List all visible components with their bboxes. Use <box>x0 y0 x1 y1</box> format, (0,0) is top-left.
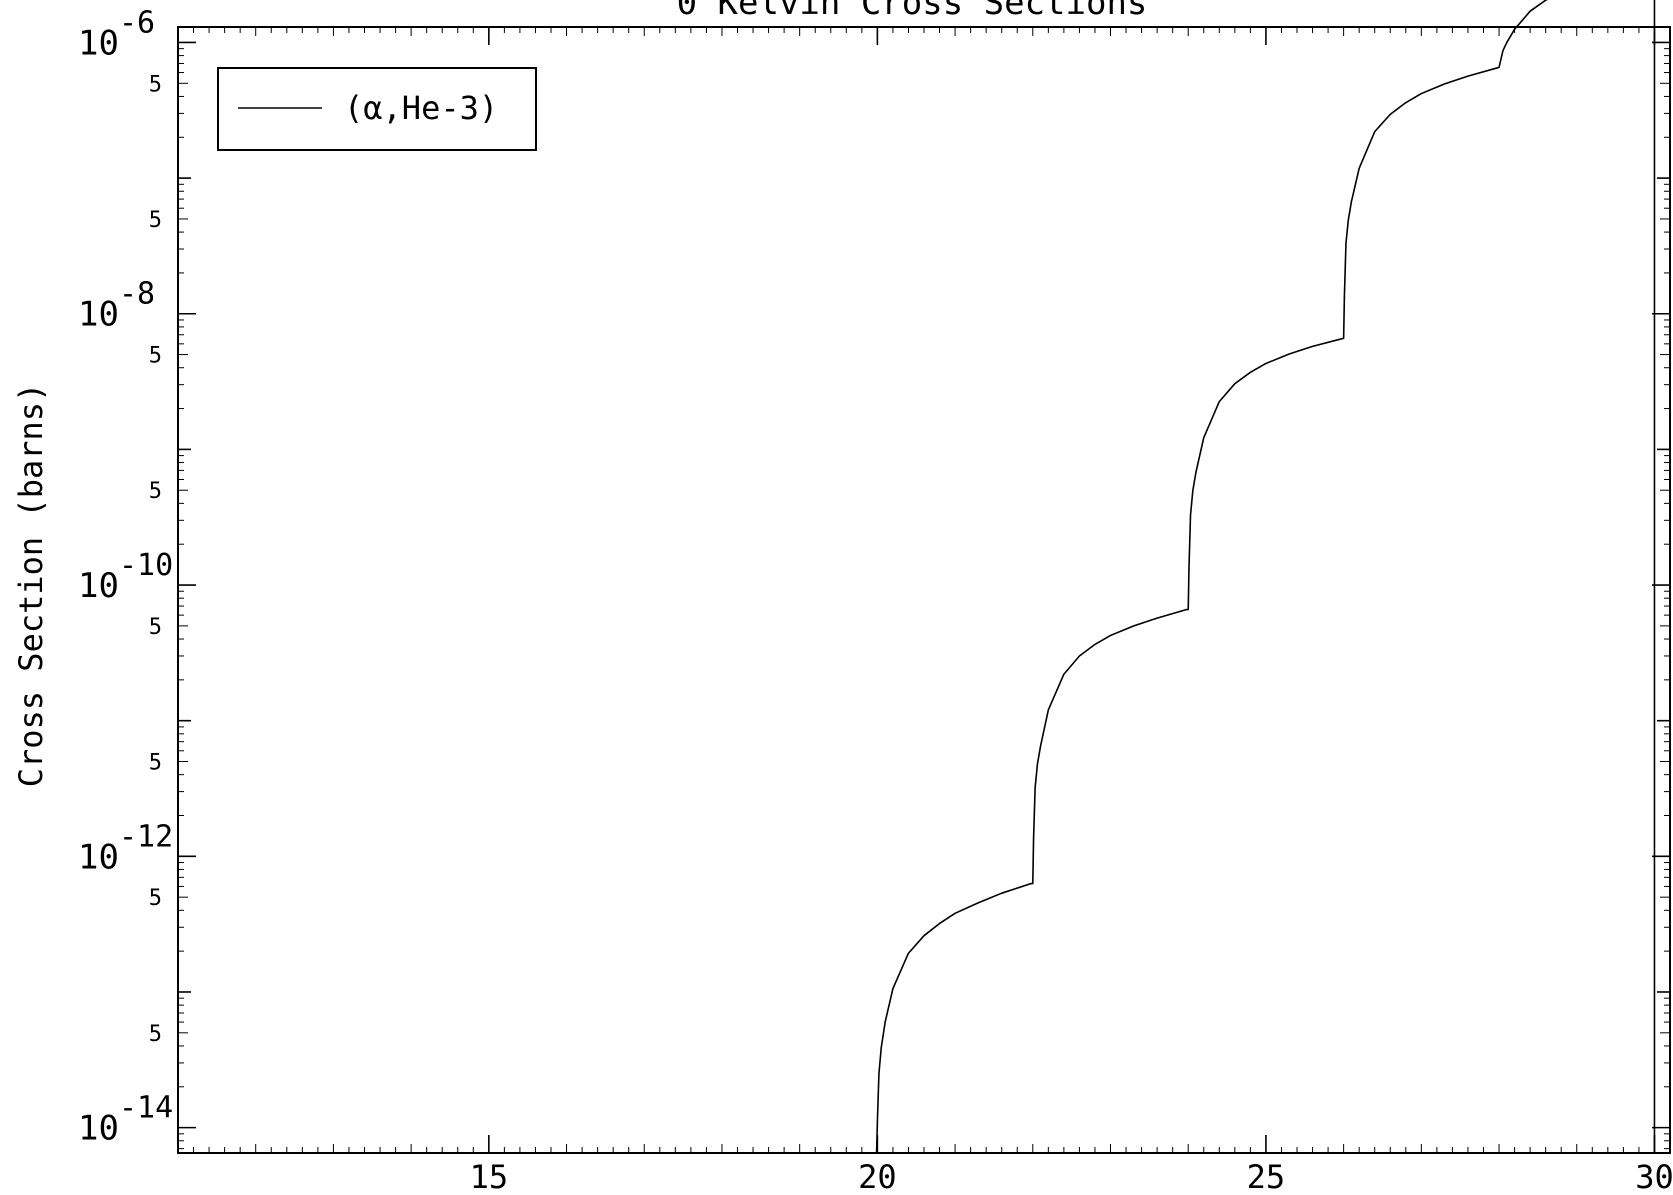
y-major-tick-label: 10-8 <box>78 277 155 335</box>
y-minor-tick-label: 5 <box>149 479 162 504</box>
y-minor-tick-label: 5 <box>149 344 162 369</box>
y-major-tick-label: 10-12 <box>78 819 173 877</box>
legend: (α,He-3) <box>217 67 537 151</box>
y-tick-labels: 5 5 5 5 5 5 5 5 10-6 10-8 10-10 10-12 10-14 <box>78 5 173 1148</box>
legend-entry-label: (α,He-3) <box>344 89 498 127</box>
y-major-tick-label: 10-14 <box>78 1091 173 1149</box>
y-minor-tick-label: 5 <box>149 886 162 911</box>
y-minor-tick-label: 5 <box>149 72 162 97</box>
y-minor-tick-label: 5 <box>149 751 162 776</box>
y-axis-label: Cross Section (barns) <box>12 383 50 788</box>
series-line <box>875 0 1548 1154</box>
plot-frame <box>177 26 1671 1154</box>
y-major-tick-label: 10-10 <box>78 548 173 606</box>
series-layer <box>875 0 1656 1154</box>
y-major-tick-label: 10-6 <box>78 5 155 63</box>
x-tick-label: 30 <box>1635 1158 1673 1195</box>
y-minor-tick-label: 5 <box>149 615 162 640</box>
legend-box <box>217 67 537 151</box>
y-minor-tick-label: 5 <box>149 1022 162 1047</box>
chart-title: 0 Kelvin Cross Sections <box>677 0 1148 23</box>
x-tick-label: 20 <box>858 1158 897 1195</box>
x-tick-label: 15 <box>470 1158 509 1195</box>
x-tick-label: 25 <box>1247 1158 1286 1195</box>
x-tick-labels: 15 20 25 30 <box>470 1158 1673 1195</box>
y-minor-tick-label: 5 <box>149 208 162 233</box>
